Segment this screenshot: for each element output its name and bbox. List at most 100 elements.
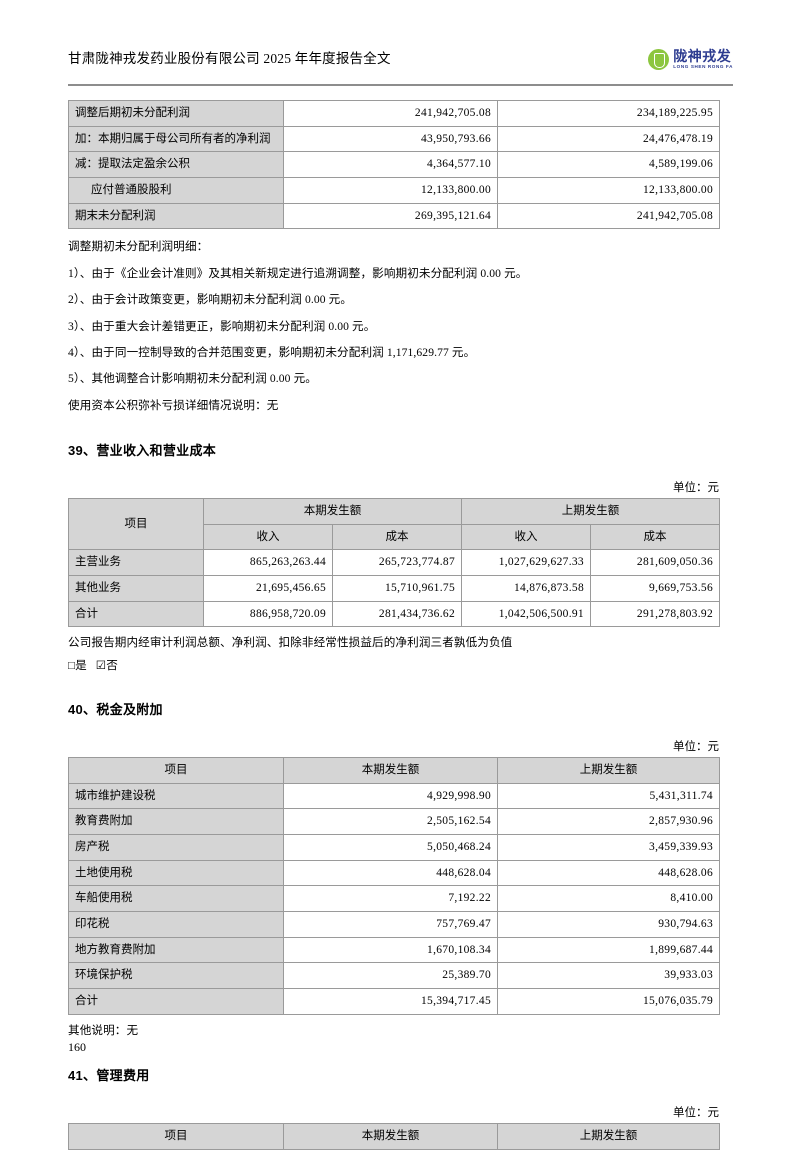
col-current-group: 本期发生额 xyxy=(203,498,462,525)
col-current-revenue: 收入 xyxy=(203,523,333,551)
capital-reserve-note: 使用资本公积弥补亏损详细情况说明：无 xyxy=(68,398,279,412)
cur-revenue: 21,695,456.65 xyxy=(203,575,333,602)
row-label: 教育费附加 xyxy=(68,808,284,835)
table-row: 加：本期归属于母公司所有者的净利润 43,950,793.66 24,476,4… xyxy=(68,125,720,153)
table-row: 其他业务 21,695,456.65 15,710,961.75 14,876,… xyxy=(68,575,720,602)
note-item-2: 2）、由于会计政策变更，影响期初未分配利润 0.00 元。 xyxy=(68,293,353,307)
company-logo: 陇神戎发 LONG SHEN RONG FA xyxy=(648,44,733,74)
table-row: 环境保护税 25,389.70 39,933.03 xyxy=(68,962,720,989)
table-row: 车船使用税 7,192.22 8,410.00 xyxy=(68,885,720,912)
table-row: 应付普通股股利 12,133,800.00 12,133,800.00 xyxy=(68,177,720,204)
col-current-cost: 成本 xyxy=(332,523,462,551)
pri-revenue: 1,027,629,627.33 xyxy=(461,549,591,577)
page-header: 甘肃陇神戎发药业股份有限公司 2025 年年度报告全文 陇神戎发 LONG SH… xyxy=(68,44,733,86)
table-row: 主营业务 865,263,263.44 265,723,774.87 1,027… xyxy=(68,549,720,577)
note-item-3: 3）、由于重大会计差错更正，影响期初未分配利润 0.00 元。 xyxy=(68,319,376,333)
profit-table-wrap: 调整后期初未分配利润 241,942,705.08 234,189,225.95… xyxy=(68,100,733,230)
section-40-heading: 40、税金及附加 xyxy=(68,701,163,717)
col-current: 本期发生额 xyxy=(283,1122,498,1150)
row-current: 12,133,800.00 xyxy=(283,177,498,204)
row-current: 7,192.22 xyxy=(283,885,498,912)
table-header-row: 收入 成本 收入 成本 xyxy=(69,523,720,551)
row-prior: 241,942,705.08 xyxy=(497,202,720,230)
table-row: 减：提取法定盈余公积 4,364,577.10 4,589,199.06 xyxy=(68,151,720,179)
row-label: 车船使用税 xyxy=(68,885,284,912)
tax-surcharge-table: 项目 本期发生额 上期发生额 城市维护建设税 4,929,998.90 5,43… xyxy=(68,756,720,1015)
row-prior: 39,933.03 xyxy=(497,962,720,989)
logo-leaf-icon xyxy=(648,48,670,70)
table-row: 合计 15,394,717.45 15,076,035.79 xyxy=(68,987,720,1015)
row-label: 印花税 xyxy=(68,910,284,938)
col-item: 项目 xyxy=(68,756,284,784)
table-header-row: 项目 本期发生额 上期发生额 xyxy=(68,756,720,784)
admin-expense-table: 项目 本期发生额 上期发生额 xyxy=(68,1122,720,1150)
cur-cost: 281,434,736.62 xyxy=(332,600,462,628)
row-label: 调整后期初未分配利润 xyxy=(68,100,284,127)
row-current: 5,050,468.24 xyxy=(283,833,498,861)
row-label: 环境保护税 xyxy=(68,962,284,989)
page-number: 160 xyxy=(68,1040,86,1054)
section-41-unit: 单位：元 xyxy=(673,1106,719,1119)
section-41-heading: 41、管理费用 xyxy=(68,1067,150,1083)
col-current: 本期发生额 xyxy=(283,756,498,784)
row-prior: 24,476,478.19 xyxy=(497,125,720,153)
row-prior: 2,857,930.96 xyxy=(497,808,720,835)
col-item: 项目 xyxy=(68,1122,284,1150)
section-39-unit: 单位：元 xyxy=(673,482,719,495)
row-current: 4,364,577.10 xyxy=(283,151,498,179)
section-40-unit: 单位：元 xyxy=(673,740,719,753)
logo-wordmark: 陇神戎发 LONG SHEN RONG FA xyxy=(673,49,733,70)
row-label: 房产税 xyxy=(68,833,284,861)
section-39-checkbox-group: □是 ☑否 xyxy=(68,657,733,673)
row-current: 43,950,793.66 xyxy=(283,125,498,153)
row-current: 241,942,705.08 xyxy=(283,100,498,127)
row-prior: 5,431,311.74 xyxy=(497,782,720,810)
row-prior: 8,410.00 xyxy=(497,885,720,912)
row-prior: 1,899,687.44 xyxy=(497,936,720,964)
pri-cost: 281,609,050.36 xyxy=(590,549,720,577)
row-prior: 3,459,339.93 xyxy=(497,833,720,861)
section-40-other-note: 其他说明：无 xyxy=(68,1023,139,1037)
table-row: 土地使用税 448,628.04 448,628.06 xyxy=(68,859,720,887)
section-39-heading: 39、营业收入和营业成本 xyxy=(68,443,217,459)
profit-distribution-table: 调整后期初未分配利润 241,942,705.08 234,189,225.95… xyxy=(68,100,720,230)
pri-cost: 9,669,753.56 xyxy=(590,575,720,602)
row-prior: 234,189,225.95 xyxy=(497,100,720,127)
row-current: 15,394,717.45 xyxy=(283,987,498,1015)
row-prior: 930,794.63 xyxy=(497,910,720,938)
table-row: 教育费附加 2,505,162.54 2,857,930.96 xyxy=(68,808,720,835)
col-prior: 上期发生额 xyxy=(497,756,720,784)
cur-cost: 15,710,961.75 xyxy=(332,575,462,602)
note-item-1: 1）、由于《企业会计准则》及其相关新规定进行追溯调整，影响期初未分配利润 0.0… xyxy=(68,266,528,280)
table-row: 房产税 5,050,468.24 3,459,339.93 xyxy=(68,833,720,861)
row-label: 合计 xyxy=(68,600,204,628)
cur-cost: 265,723,774.87 xyxy=(332,549,462,577)
row-current: 1,670,108.34 xyxy=(283,936,498,964)
table-row: 调整后期初未分配利润 241,942,705.08 234,189,225.95 xyxy=(68,100,720,127)
row-label: 地方教育费附加 xyxy=(68,936,284,964)
row-prior: 15,076,035.79 xyxy=(497,987,720,1015)
document-page: 甘肃陇神戎发药业股份有限公司 2025 年年度报告全文 陇神戎发 LONG SH… xyxy=(68,44,733,1150)
checkbox-no[interactable]: ☑否 xyxy=(95,658,118,672)
header-title: 甘肃陇神戎发药业股份有限公司 2025 年年度报告全文 xyxy=(68,51,391,66)
col-prior-revenue: 收入 xyxy=(461,523,591,551)
pri-revenue: 1,042,506,500.91 xyxy=(461,600,591,628)
revenue-cost-table: 项目 本期发生额 上期发生额 收入 成本 收入 成本 主营业务 865,263,… xyxy=(68,498,720,628)
row-prior: 12,133,800.00 xyxy=(497,177,720,204)
row-current: 25,389.70 xyxy=(283,962,498,989)
logo-english-name: LONG SHEN RONG FA xyxy=(673,63,733,69)
row-current: 269,395,121.64 xyxy=(283,202,498,230)
checkbox-yes[interactable]: □是 xyxy=(68,658,87,672)
col-prior: 上期发生额 xyxy=(497,1122,720,1150)
col-item: 项目 xyxy=(68,498,204,551)
row-current: 2,505,162.54 xyxy=(283,808,498,835)
notes-intro: 调整期初未分配利润明细： xyxy=(68,240,209,254)
table-row: 合计 886,958,720.09 281,434,736.62 1,042,5… xyxy=(68,600,720,628)
row-label: 城市维护建设税 xyxy=(68,782,284,810)
table-header-row: 项目 本期发生额 上期发生额 xyxy=(68,498,720,551)
col-prior-cost: 成本 xyxy=(590,523,720,551)
cur-revenue: 886,958,720.09 xyxy=(203,600,333,628)
row-label: 合计 xyxy=(68,987,284,1015)
cur-revenue: 865,263,263.44 xyxy=(203,549,333,577)
table-header-row: 项目 本期发生额 上期发生额 xyxy=(68,1122,720,1150)
